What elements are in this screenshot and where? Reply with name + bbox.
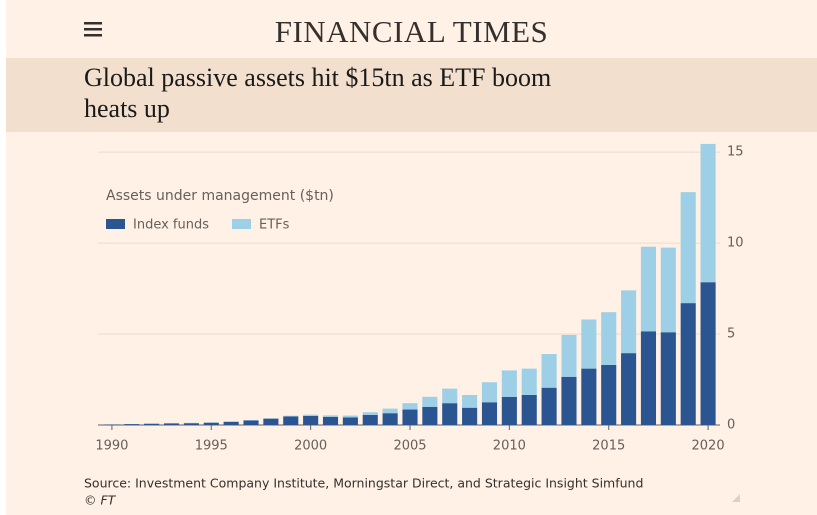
headline-band <box>6 58 817 132</box>
resize-handle <box>732 494 740 502</box>
bar-segment <box>342 417 358 425</box>
bar-segment <box>561 376 577 425</box>
bar-segment <box>263 418 279 425</box>
x-tick-label: 2000 <box>294 439 327 454</box>
page: FINANCIAL TIMES Global passive assets hi… <box>6 0 817 515</box>
chart: Assets under management ($tn) Source: In… <box>84 143 744 508</box>
bar-segment <box>680 192 696 304</box>
brand[interactable]: FINANCIAL TIMES <box>274 14 549 49</box>
bar-segment <box>342 415 358 418</box>
bar-segment <box>422 396 438 407</box>
bar-segment <box>621 353 637 425</box>
legend-label: ETFs <box>259 218 290 233</box>
bar-segment <box>382 408 398 414</box>
bar-segment <box>402 403 418 410</box>
bar-segment <box>601 364 617 425</box>
bar-segment <box>541 387 557 425</box>
bar-segment <box>303 415 319 425</box>
y-tick-label: 0 <box>727 418 735 433</box>
bar-segment <box>124 424 140 425</box>
bar-segment <box>442 388 458 404</box>
bar-segment <box>163 423 180 425</box>
bar-segment <box>700 282 716 425</box>
x-tick-label: 1990 <box>95 439 128 454</box>
bar-segment <box>521 368 537 395</box>
y-tick-label: 10 <box>727 236 744 251</box>
bar-segment <box>660 247 676 333</box>
bar-segment <box>183 423 199 425</box>
x-tick-label: 2020 <box>692 439 725 454</box>
credit: © FT <box>84 493 117 508</box>
bar-segment <box>561 334 577 377</box>
bar-segment <box>501 370 517 397</box>
x-tick-label: 2005 <box>393 439 426 454</box>
bar-segment <box>640 246 657 332</box>
bar-segment <box>144 423 160 425</box>
bar-segment <box>322 416 339 425</box>
bar-segment <box>223 421 239 425</box>
bar-segment <box>481 402 498 425</box>
bar-segment <box>442 403 458 425</box>
x-tick-label: 1995 <box>195 439 228 454</box>
bar-segment <box>640 331 657 425</box>
legend-label: Index funds <box>133 218 209 233</box>
bar-segment <box>283 416 299 425</box>
bar-segment <box>382 413 398 425</box>
legend-swatch <box>106 219 125 229</box>
bar-segment <box>481 382 498 403</box>
bar-segment <box>541 354 557 388</box>
menu-icon[interactable] <box>84 22 104 38</box>
bar-segment <box>283 415 299 417</box>
bar-segment <box>362 414 378 425</box>
bar-segment <box>521 394 537 425</box>
bar-segment <box>243 420 259 425</box>
bar-segment <box>601 312 617 365</box>
bar-segment <box>660 332 676 425</box>
source: Source: Investment Company Institute, Mo… <box>84 476 643 491</box>
bar-segment <box>104 424 120 425</box>
bar-segment <box>621 290 637 354</box>
bar-segment <box>581 319 597 369</box>
x-tick-label: 2010 <box>493 439 526 454</box>
y-axis-label: Assets under management ($tn) <box>106 188 334 204</box>
bar-segment <box>322 415 339 417</box>
bar-segment <box>680 303 696 425</box>
bar-segment <box>422 406 438 425</box>
bar-segment <box>462 394 478 408</box>
bar-segment <box>402 409 418 425</box>
y-tick-label: 5 <box>727 327 735 342</box>
headline: Global passive assets hit $15tn as ETF b… <box>84 63 552 123</box>
bar-segment <box>501 396 517 425</box>
bar-segment <box>462 407 478 425</box>
y-tick-label: 15 <box>727 145 744 160</box>
x-tick-label: 2015 <box>592 439 625 454</box>
legend-swatch <box>232 219 251 229</box>
bar-segment <box>700 143 716 283</box>
bar-segment <box>362 412 378 415</box>
bar-segment <box>303 414 319 416</box>
bar-segment <box>581 368 597 425</box>
bar-segment <box>203 422 219 425</box>
